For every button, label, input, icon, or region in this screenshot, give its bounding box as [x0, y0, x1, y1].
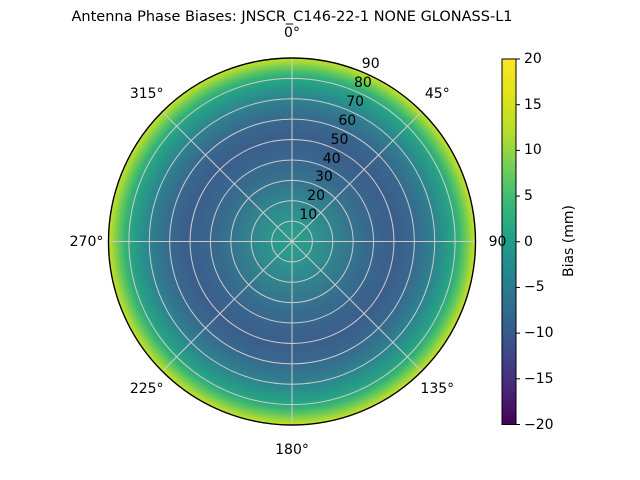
polar-spoke: [161, 111, 293, 242]
angular-tick-label: 225°: [129, 380, 164, 397]
colorbar-tick-label: −20: [524, 416, 554, 433]
radial-tick-label: 10: [299, 207, 318, 224]
polar-outline: [107, 57, 477, 426]
colorbar: [501, 58, 520, 425]
polar-spoke: [291, 241, 423, 372]
polar-spoke: [291, 111, 423, 242]
angular-tick-label: 90: [488, 233, 507, 250]
colorbar-tick-label: 15: [524, 96, 542, 113]
radial-tick-label: 70: [346, 94, 365, 111]
colorbar-tick-marks: [516, 58, 520, 425]
radial-tick-label: 20: [307, 188, 326, 205]
radial-tick-label: 40: [322, 150, 341, 167]
colorbar-axis-label: Bias (mm): [561, 204, 577, 278]
colorbar-tick-label: 0: [524, 233, 533, 250]
colorbar-tick-label: 10: [524, 142, 542, 159]
polar-grid: [108, 58, 476, 425]
colorbar-tick-label: 5: [524, 188, 533, 205]
radial-tick-label: 30: [314, 169, 333, 186]
colorbar-tick-label: 20: [524, 51, 542, 67]
angular-tick-label: 0°: [284, 25, 300, 41]
radial-tick-label: 90: [361, 56, 380, 73]
angular-tick-label: 45°: [424, 86, 450, 103]
angular-tick-label: 270°: [69, 233, 104, 250]
angular-tick-label: 315°: [129, 86, 164, 103]
radial-tick-label: 50: [330, 131, 349, 148]
radial-tick-label: 60: [338, 112, 357, 129]
chart-title: Antenna Phase Biases: JNSCR_C146-22-1 NO…: [71, 9, 513, 25]
angular-tick-label: 180°: [275, 442, 309, 458]
colorbar-tick-label: −10: [524, 325, 554, 342]
radial-tick-label: 80: [353, 75, 372, 92]
polar-spoke: [161, 241, 293, 372]
angular-tick-label: 135°: [420, 380, 455, 397]
colorbar-tick-label: −15: [524, 370, 554, 387]
colorbar-tick-label: −5: [524, 279, 545, 296]
